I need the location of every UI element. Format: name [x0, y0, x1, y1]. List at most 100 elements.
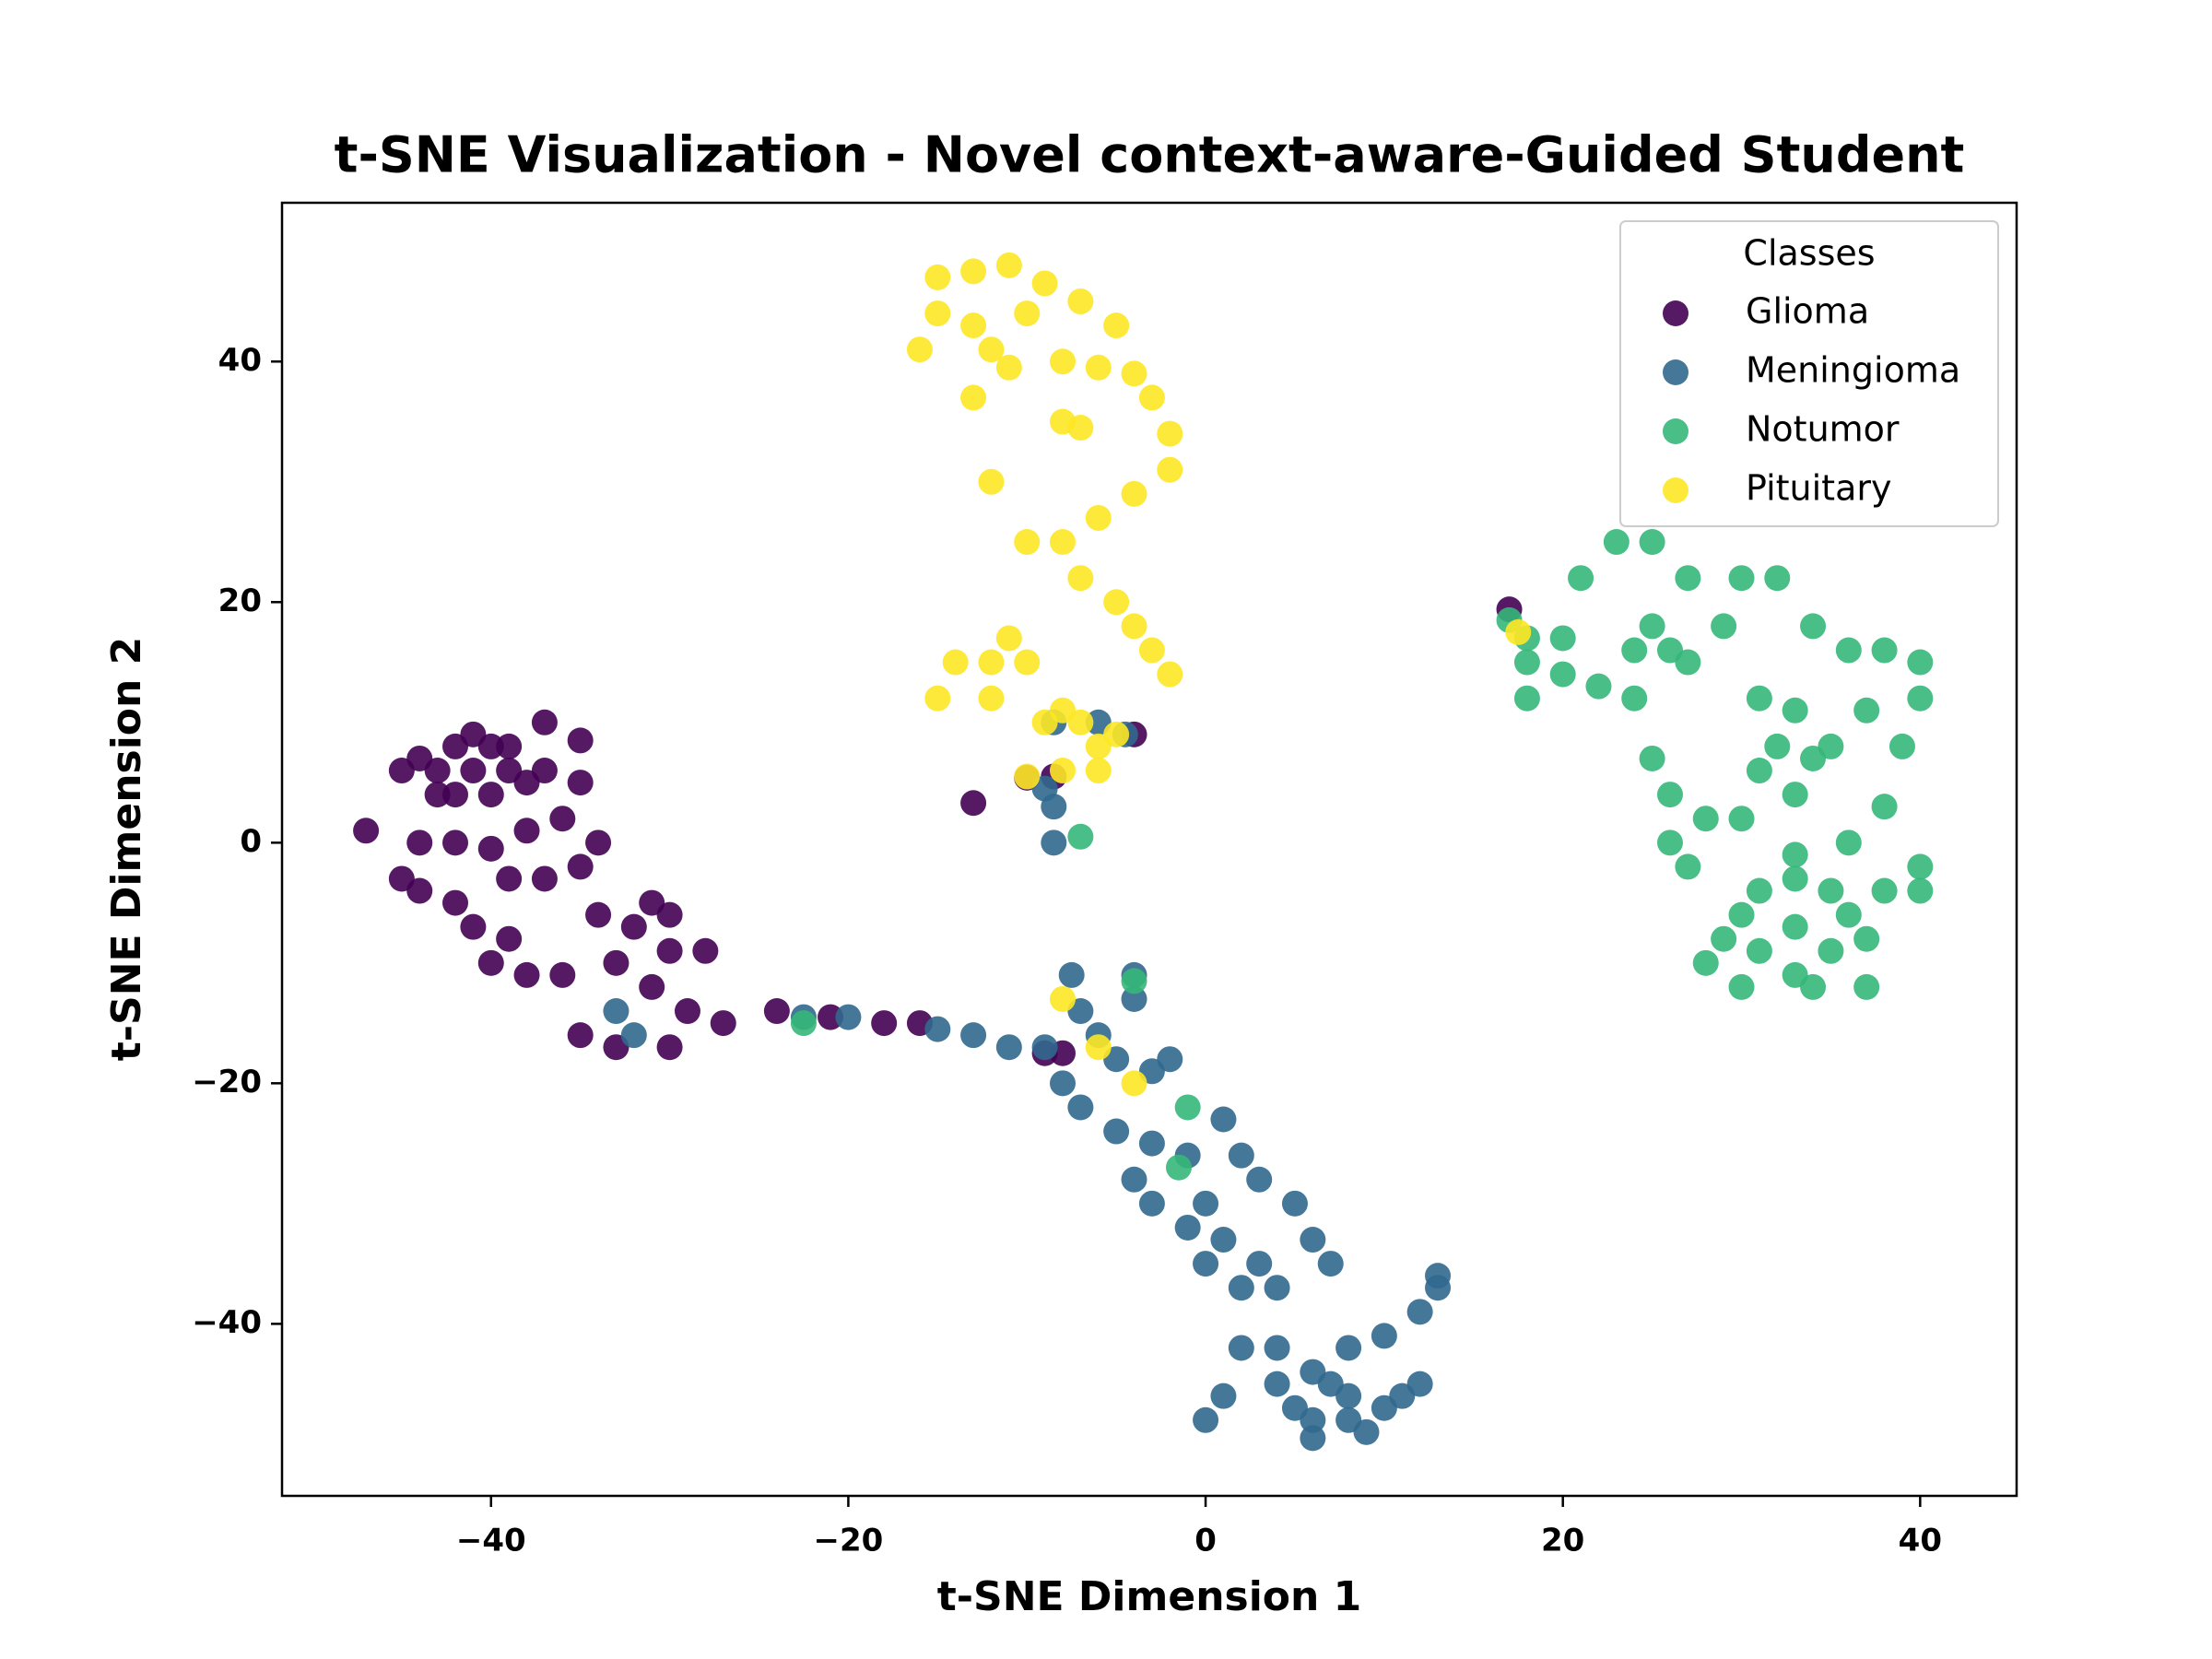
point — [1067, 565, 1094, 592]
point — [496, 865, 523, 892]
legend-label: Notumor — [1746, 409, 1900, 450]
point — [1888, 733, 1915, 759]
x-tick-label: 0 — [1194, 1523, 1217, 1559]
point — [460, 721, 487, 747]
point — [442, 782, 469, 808]
point — [1193, 1251, 1219, 1277]
point — [1746, 877, 1772, 904]
point — [1692, 949, 1719, 976]
point — [1121, 613, 1147, 640]
point — [1675, 649, 1701, 676]
point — [1728, 901, 1755, 928]
point — [1406, 1299, 1433, 1325]
point — [1639, 613, 1665, 640]
point — [1800, 745, 1827, 771]
point — [1746, 685, 1772, 712]
point — [978, 649, 1005, 676]
point — [1871, 794, 1898, 820]
point — [1639, 745, 1665, 771]
point — [1157, 661, 1183, 688]
point — [1210, 1227, 1237, 1253]
point — [942, 649, 969, 676]
point — [1041, 830, 1067, 856]
point — [1835, 901, 1862, 928]
legend-marker — [1663, 300, 1688, 326]
x-tick-label: −20 — [814, 1523, 884, 1559]
point — [960, 1022, 987, 1049]
point — [1603, 529, 1630, 556]
point — [1818, 937, 1844, 964]
point — [1210, 1106, 1237, 1133]
point — [656, 937, 683, 964]
point — [1085, 758, 1112, 784]
point — [1193, 1190, 1219, 1217]
point — [995, 252, 1022, 278]
x-tick-label: 40 — [1899, 1523, 1942, 1559]
point — [790, 1010, 817, 1037]
point — [1505, 618, 1532, 645]
point — [1907, 877, 1934, 904]
point — [1031, 1034, 1058, 1061]
point — [1121, 985, 1147, 1012]
point — [1513, 685, 1540, 712]
y-tick-label: 0 — [240, 823, 262, 860]
point — [460, 758, 487, 784]
point — [1058, 961, 1085, 988]
point — [1246, 1166, 1273, 1193]
point — [620, 1022, 647, 1049]
point — [763, 998, 790, 1025]
point — [710, 1010, 736, 1037]
point — [1907, 649, 1934, 676]
point — [1711, 925, 1737, 952]
point — [1014, 649, 1041, 676]
point — [1121, 480, 1147, 507]
point — [1281, 1190, 1308, 1217]
point — [1621, 685, 1648, 712]
point — [1406, 1371, 1433, 1397]
point — [1907, 685, 1934, 712]
point — [406, 877, 433, 904]
point — [674, 998, 700, 1025]
point — [496, 733, 523, 759]
point — [567, 727, 594, 754]
point — [978, 468, 1005, 495]
point — [1585, 673, 1612, 700]
legend-marker — [1663, 359, 1688, 385]
point — [1031, 270, 1058, 297]
point — [1907, 853, 1934, 880]
point — [585, 901, 612, 928]
point — [1014, 529, 1041, 556]
point — [1157, 456, 1183, 483]
point — [1782, 913, 1808, 940]
point — [960, 384, 987, 411]
point — [496, 925, 523, 952]
point — [1764, 565, 1791, 592]
point — [531, 865, 558, 892]
point — [1103, 312, 1130, 339]
legend-marker — [1663, 477, 1688, 503]
point — [442, 830, 469, 856]
point — [835, 1004, 862, 1030]
point — [1103, 589, 1130, 616]
point — [603, 949, 629, 976]
point — [1656, 782, 1683, 808]
point — [995, 1034, 1022, 1061]
point — [1818, 877, 1844, 904]
point — [1228, 1275, 1254, 1301]
y-tick-label: 20 — [218, 582, 262, 619]
point — [353, 818, 380, 844]
point — [960, 312, 987, 339]
point — [1067, 288, 1094, 315]
point — [960, 258, 987, 285]
point — [1800, 973, 1827, 1000]
point — [1800, 613, 1827, 640]
point — [513, 961, 540, 988]
legend-label: Glioma — [1746, 291, 1869, 332]
point — [1165, 1154, 1192, 1181]
point — [1300, 1425, 1326, 1452]
point — [1085, 354, 1112, 381]
point — [978, 336, 1005, 363]
point — [656, 901, 683, 928]
point — [1782, 782, 1808, 808]
x-tick-label: −40 — [456, 1523, 526, 1559]
